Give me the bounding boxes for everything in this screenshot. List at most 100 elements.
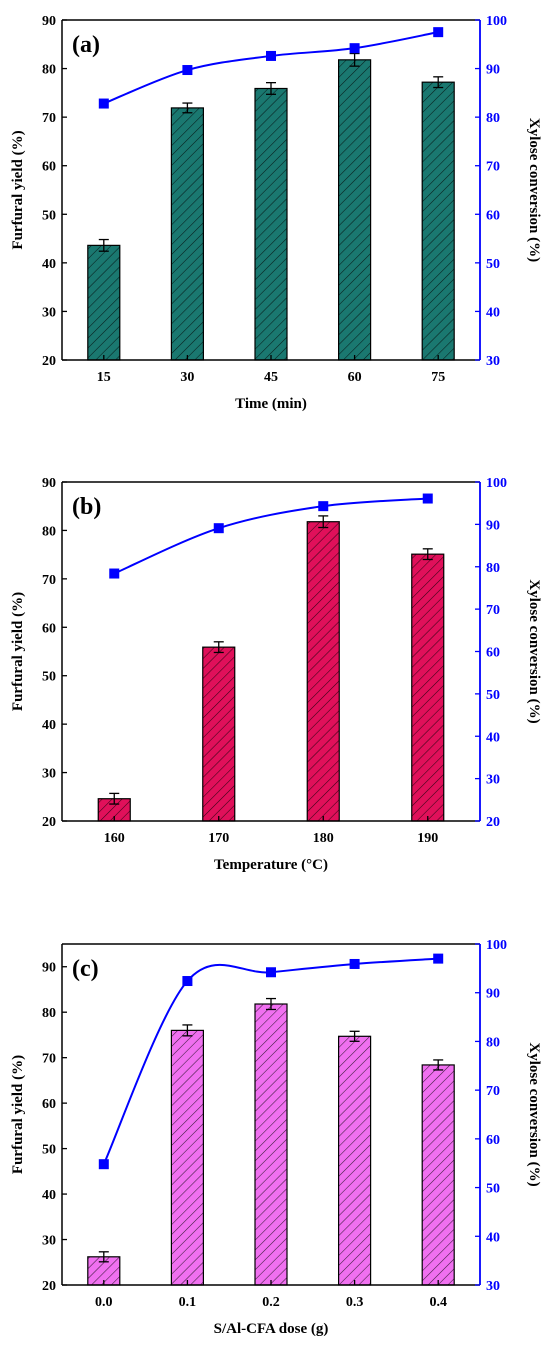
panel-label: (a) [72,32,100,58]
panel-label: (b) [72,494,101,520]
line-marker [349,43,360,54]
left-tick-label: 50 [42,1143,56,1158]
x-tick-label: 75 [431,370,445,385]
right-tick-label: 30 [486,1279,500,1294]
y2-axis-label: Xylose conversion (%) [526,579,542,723]
right-tick-label: 70 [486,160,500,175]
bar [306,521,340,822]
x-tick-label: 160 [104,831,125,846]
line-marker [109,568,120,579]
right-tick-label: 50 [486,688,500,703]
left-tick-label: 20 [42,354,56,369]
right-tick-label: 100 [486,476,507,491]
left-tick-label: 60 [42,1097,56,1112]
line-marker [422,493,433,504]
x-tick-label: 190 [417,831,438,846]
left-tick-label: 90 [42,961,56,976]
left-tick-label: 90 [42,14,56,29]
left-tick-label: 70 [42,1052,56,1067]
x-tick-label: 0.0 [95,1295,113,1310]
right-tick-label: 20 [486,815,500,830]
x-tick-label: 0.2 [262,1295,280,1310]
line-marker [433,27,444,38]
left-tick-label: 30 [42,305,56,320]
line-marker [318,501,329,512]
x-axis-label: Temperature (°C) [214,857,328,873]
left-tick-label: 90 [42,476,56,491]
x-tick-label: 45 [264,370,278,385]
panel-label: (c) [72,956,99,982]
right-tick-label: 40 [486,1230,500,1245]
bar [87,244,121,361]
x-tick-label: 0.1 [179,1295,197,1310]
right-tick-label: 60 [486,646,500,661]
right-tick-label: 90 [486,518,500,533]
line-marker [266,50,276,61]
left-tick-label: 70 [42,111,56,126]
right-tick-label: 80 [486,561,500,576]
right-tick-label: 80 [486,111,500,126]
left-tick-label: 80 [42,63,56,78]
line-marker [433,953,444,964]
left-tick-label: 50 [42,208,56,223]
line-marker [182,65,193,76]
right-tick-label: 70 [486,603,500,618]
left-tick-label: 20 [42,1279,56,1294]
panel-1: 20 30 40 50 60 70 80 90 30 40 50 60 70 80 90 100 15 30 45 6… [10,14,542,412]
left-tick-label: 70 [42,573,56,588]
right-tick-label: 30 [486,354,500,369]
right-tick-label: 90 [486,987,500,1002]
right-tick-label: 70 [486,1084,500,1099]
x-tick-label: 0.3 [346,1295,364,1310]
line-marker [349,958,360,969]
right-tick-label: 90 [486,63,500,78]
line-marker [98,98,109,109]
right-tick-label: 60 [486,1133,500,1148]
panel-3: 20 30 40 50 60 70 80 90 30 40 50 60 70 80 90 100 0.0 0.1 0… [10,938,542,1337]
line-marker [182,976,193,987]
y2-axis-label: Xylose conversion (%) [526,1042,542,1186]
right-tick-label: 50 [486,1182,500,1197]
bar [421,1064,455,1286]
left-tick-label: 20 [42,815,56,830]
bar [170,107,204,361]
bar [411,553,445,822]
conversion-line [102,957,439,1165]
right-tick-label: 60 [486,208,500,223]
y-axis-label: Furfural yield (%) [10,592,26,711]
right-tick-label: 40 [486,305,500,320]
line-marker [266,967,276,978]
right-tick-label: 50 [486,257,500,272]
left-tick-label: 50 [42,670,56,685]
bar [202,646,236,822]
left-tick-label: 30 [42,1234,56,1249]
left-tick-label: 40 [42,257,56,272]
y-axis-label: Furfural yield (%) [10,130,26,249]
bar [254,87,288,361]
bar [338,1035,372,1286]
bar [170,1029,204,1286]
x-tick-label: 60 [348,370,362,385]
x-axis-label: Time (min) [235,396,307,412]
x-tick-label: 170 [208,831,229,846]
left-tick-label: 30 [42,767,56,782]
y2-axis-label: Xylose conversion (%) [526,118,542,262]
line-marker [213,523,224,534]
x-tick-label: 30 [180,370,194,385]
right-tick-label: 30 [486,773,500,788]
right-tick-label: 100 [486,938,507,953]
line-marker [98,1159,109,1170]
left-tick-label: 80 [42,524,56,539]
right-tick-label: 80 [486,1035,500,1050]
x-tick-label: 180 [313,831,334,846]
bar [421,81,455,361]
conversion-line [113,497,428,575]
right-tick-label: 100 [486,14,507,29]
left-tick-label: 40 [42,1188,56,1203]
right-tick-label: 40 [486,730,500,745]
left-tick-label: 60 [42,160,56,175]
panel-2: 20 30 40 50 60 70 80 90 20 30 40 50 60 70 80 90 100 160 17… [10,476,542,873]
x-tick-label: 0.4 [429,1295,447,1310]
left-tick-label: 80 [42,1006,56,1021]
